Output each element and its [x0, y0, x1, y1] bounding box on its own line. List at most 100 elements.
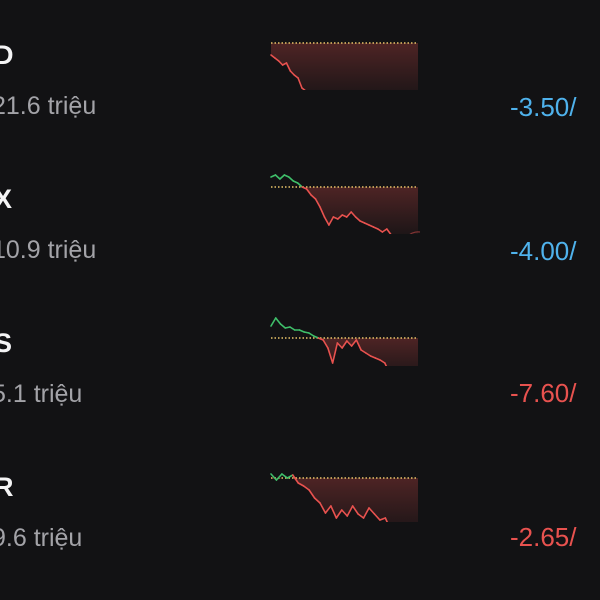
sparkline-segment: [289, 326, 296, 331]
sparkline-segment: [340, 509, 349, 517]
sparkline-segment: [291, 474, 300, 484]
sparkline-segment: [296, 182, 303, 188]
sparkline-segment: [322, 339, 329, 349]
stock-row[interactable]: S 5.1 triệu -7.60/: [0, 288, 600, 432]
sparkline-chart: [270, 174, 421, 234]
stock-row[interactable]: X 10.9 triệu -4.00/: [0, 144, 600, 288]
sparkline-segment: [345, 211, 352, 218]
sparkline-segment: [308, 489, 316, 499]
sparkline-segment: [297, 482, 305, 487]
price-change: -3.50/: [510, 92, 577, 122]
sparkline-segment: [279, 323, 287, 329]
sparkline-segment: [384, 517, 389, 522]
sparkline-segment: [285, 62, 292, 72]
sparkline-segment: [354, 216, 361, 222]
sparkline-segment: [301, 87, 306, 90]
volume-label: 5.1 triệu: [0, 380, 83, 408]
sparkline-segment: [274, 174, 281, 180]
sparkline-segment: [298, 329, 305, 333]
sparkline-segment: [363, 222, 370, 226]
sparkline-segment: [308, 332, 315, 337]
sparkline-segment: [305, 188, 312, 196]
sparkline-segment: [346, 505, 354, 517]
ticker-symbol: D: [0, 40, 14, 70]
sparkline-segment: [319, 206, 326, 218]
sparkline-area: [271, 187, 418, 234]
sparkline-segment: [283, 174, 290, 178]
sparkline-segment: [359, 220, 366, 224]
sparkline-segment: [310, 194, 317, 200]
sparkline-segment: [289, 70, 296, 76]
sparkline-segment: [360, 349, 367, 354]
stock-row[interactable]: D 21.6 triệu -3.50/: [0, 0, 600, 144]
sparkline-segment: [351, 505, 359, 515]
sparkline-segment: [284, 326, 291, 329]
sparkline-segment: [319, 502, 327, 514]
sparkline-segment: [270, 473, 278, 481]
sparkline-chart: [270, 42, 418, 90]
price-change: -7.60/: [510, 378, 577, 408]
sparkline-segment: [331, 342, 339, 364]
sparkline-segment: [374, 357, 381, 361]
ticker-symbol: R: [0, 472, 14, 502]
ticker-symbol: S: [0, 328, 13, 358]
ticker-symbol: X: [0, 184, 13, 214]
sparkline-segment: [332, 216, 339, 220]
sparkline-segment: [341, 214, 348, 218]
sparkline-segment: [379, 359, 386, 364]
volume-label: 10.9 triệu: [0, 236, 97, 264]
sparkline-segment: [270, 317, 277, 327]
sparkline-segment: [368, 224, 375, 228]
sparkline-segment: [355, 339, 362, 351]
price-change: -4.00/: [510, 236, 577, 266]
sparkline-segment: [350, 339, 358, 347]
sparkline-segment: [346, 340, 353, 347]
sparkline-segment: [301, 186, 308, 190]
sparkline-segment: [302, 485, 310, 491]
sparkline-segment: [328, 216, 335, 226]
sparkline-segment: [293, 74, 299, 79]
sparkline-segment: [327, 347, 334, 364]
sparkline-segment: [288, 176, 295, 182]
sparkline-segment: [292, 180, 299, 184]
sparkline-segment: [274, 57, 280, 62]
sparkline-segment: [317, 337, 324, 341]
sparkline-segment: [313, 497, 321, 504]
sparkline-segment: [323, 216, 330, 226]
sparkline-segment: [372, 226, 379, 230]
sparkline-segment: [384, 362, 388, 366]
volume-label: 9.6 triệu: [0, 524, 83, 552]
sparkline-segment: [297, 77, 303, 89]
sparkline-segment: [336, 342, 343, 349]
sparkline-segment: [277, 60, 284, 66]
sparkline-segment: [369, 355, 377, 359]
sparkline-segment: [279, 174, 286, 180]
sparkline-area: [271, 338, 418, 366]
sparkline-segment: [275, 473, 283, 481]
sparkline-area: [271, 43, 418, 90]
sparkline-chart: [270, 473, 418, 522]
sparkline-segment: [330, 505, 338, 519]
sparkline-segment: [314, 198, 321, 208]
pulse-ring: [409, 231, 421, 234]
sparkline-segment: [377, 228, 384, 233]
sparkline-segment: [362, 507, 370, 519]
sparkline-segment: [381, 228, 388, 233]
price-change: -2.65/: [510, 522, 577, 552]
sparkline-segment: [270, 174, 277, 178]
sparkline-segment: [350, 211, 357, 218]
sparkline-segment: [303, 331, 310, 334]
sparkline-chart: [270, 317, 418, 366]
sparkline-segment: [365, 352, 372, 357]
sparkline-segment: [335, 509, 343, 519]
sparkline-segment: [373, 513, 381, 521]
sparkline-segment: [281, 473, 289, 479]
volume-label: 21.6 triệu: [0, 92, 97, 120]
stock-row[interactable]: R 9.6 triệu -2.65/: [0, 432, 600, 576]
sparkline-area: [271, 478, 418, 522]
sparkline-segment: [324, 505, 332, 514]
sparkline-segment: [357, 513, 365, 519]
sparkline-segment: [274, 317, 282, 325]
sparkline-segment: [337, 214, 344, 220]
sparkline-segment: [286, 474, 294, 479]
